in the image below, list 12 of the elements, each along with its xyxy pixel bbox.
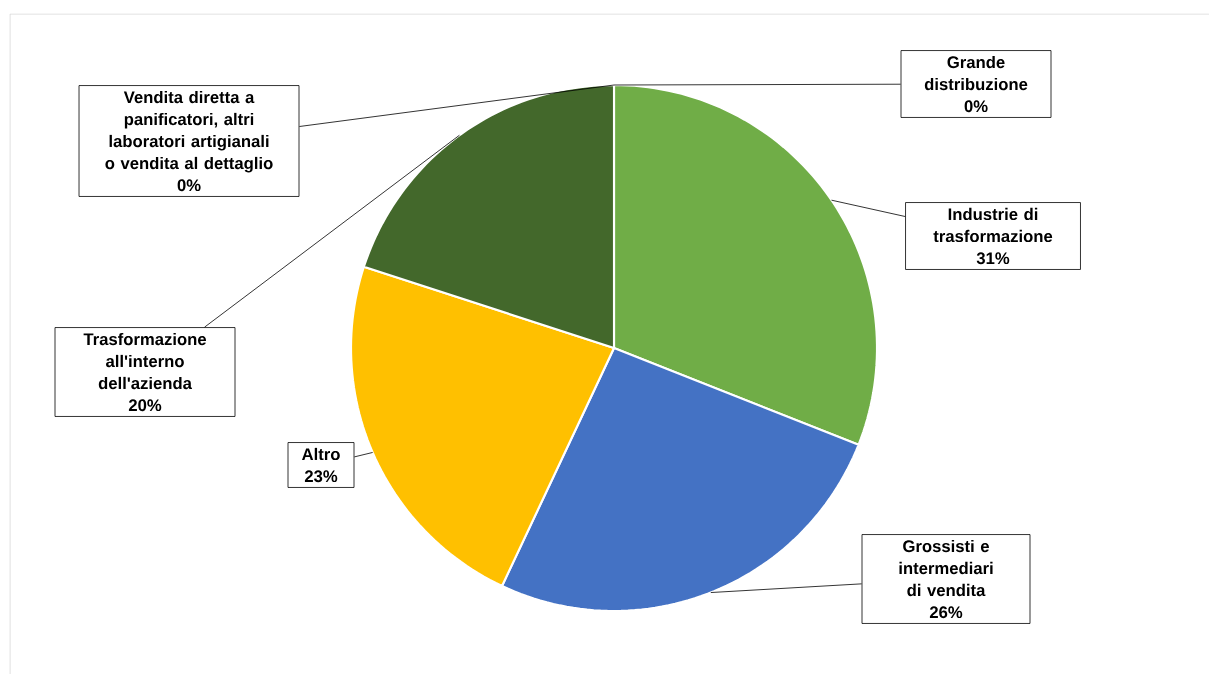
data-label: 23% xyxy=(304,470,338,483)
data-label: 20% xyxy=(128,399,162,412)
data-label: 31% xyxy=(976,252,1010,265)
category-label: Vendita diretta a panificatori, altri laboratori artigianali o vendita al dettaglio xyxy=(105,90,273,173)
slice-label: Altro xyxy=(301,447,340,461)
slice-label: Grossisti e intermediari di vendita xyxy=(899,539,993,597)
text: 0% xyxy=(964,100,988,113)
category-label: Grande distribuzione xyxy=(924,55,1028,91)
text: 0% xyxy=(177,179,201,192)
slice-label: Industrie di trasformazione xyxy=(933,207,1053,243)
slice-label: Trasformazione all'interno dell'azienda xyxy=(83,332,207,390)
data-label: 26% xyxy=(929,606,963,619)
